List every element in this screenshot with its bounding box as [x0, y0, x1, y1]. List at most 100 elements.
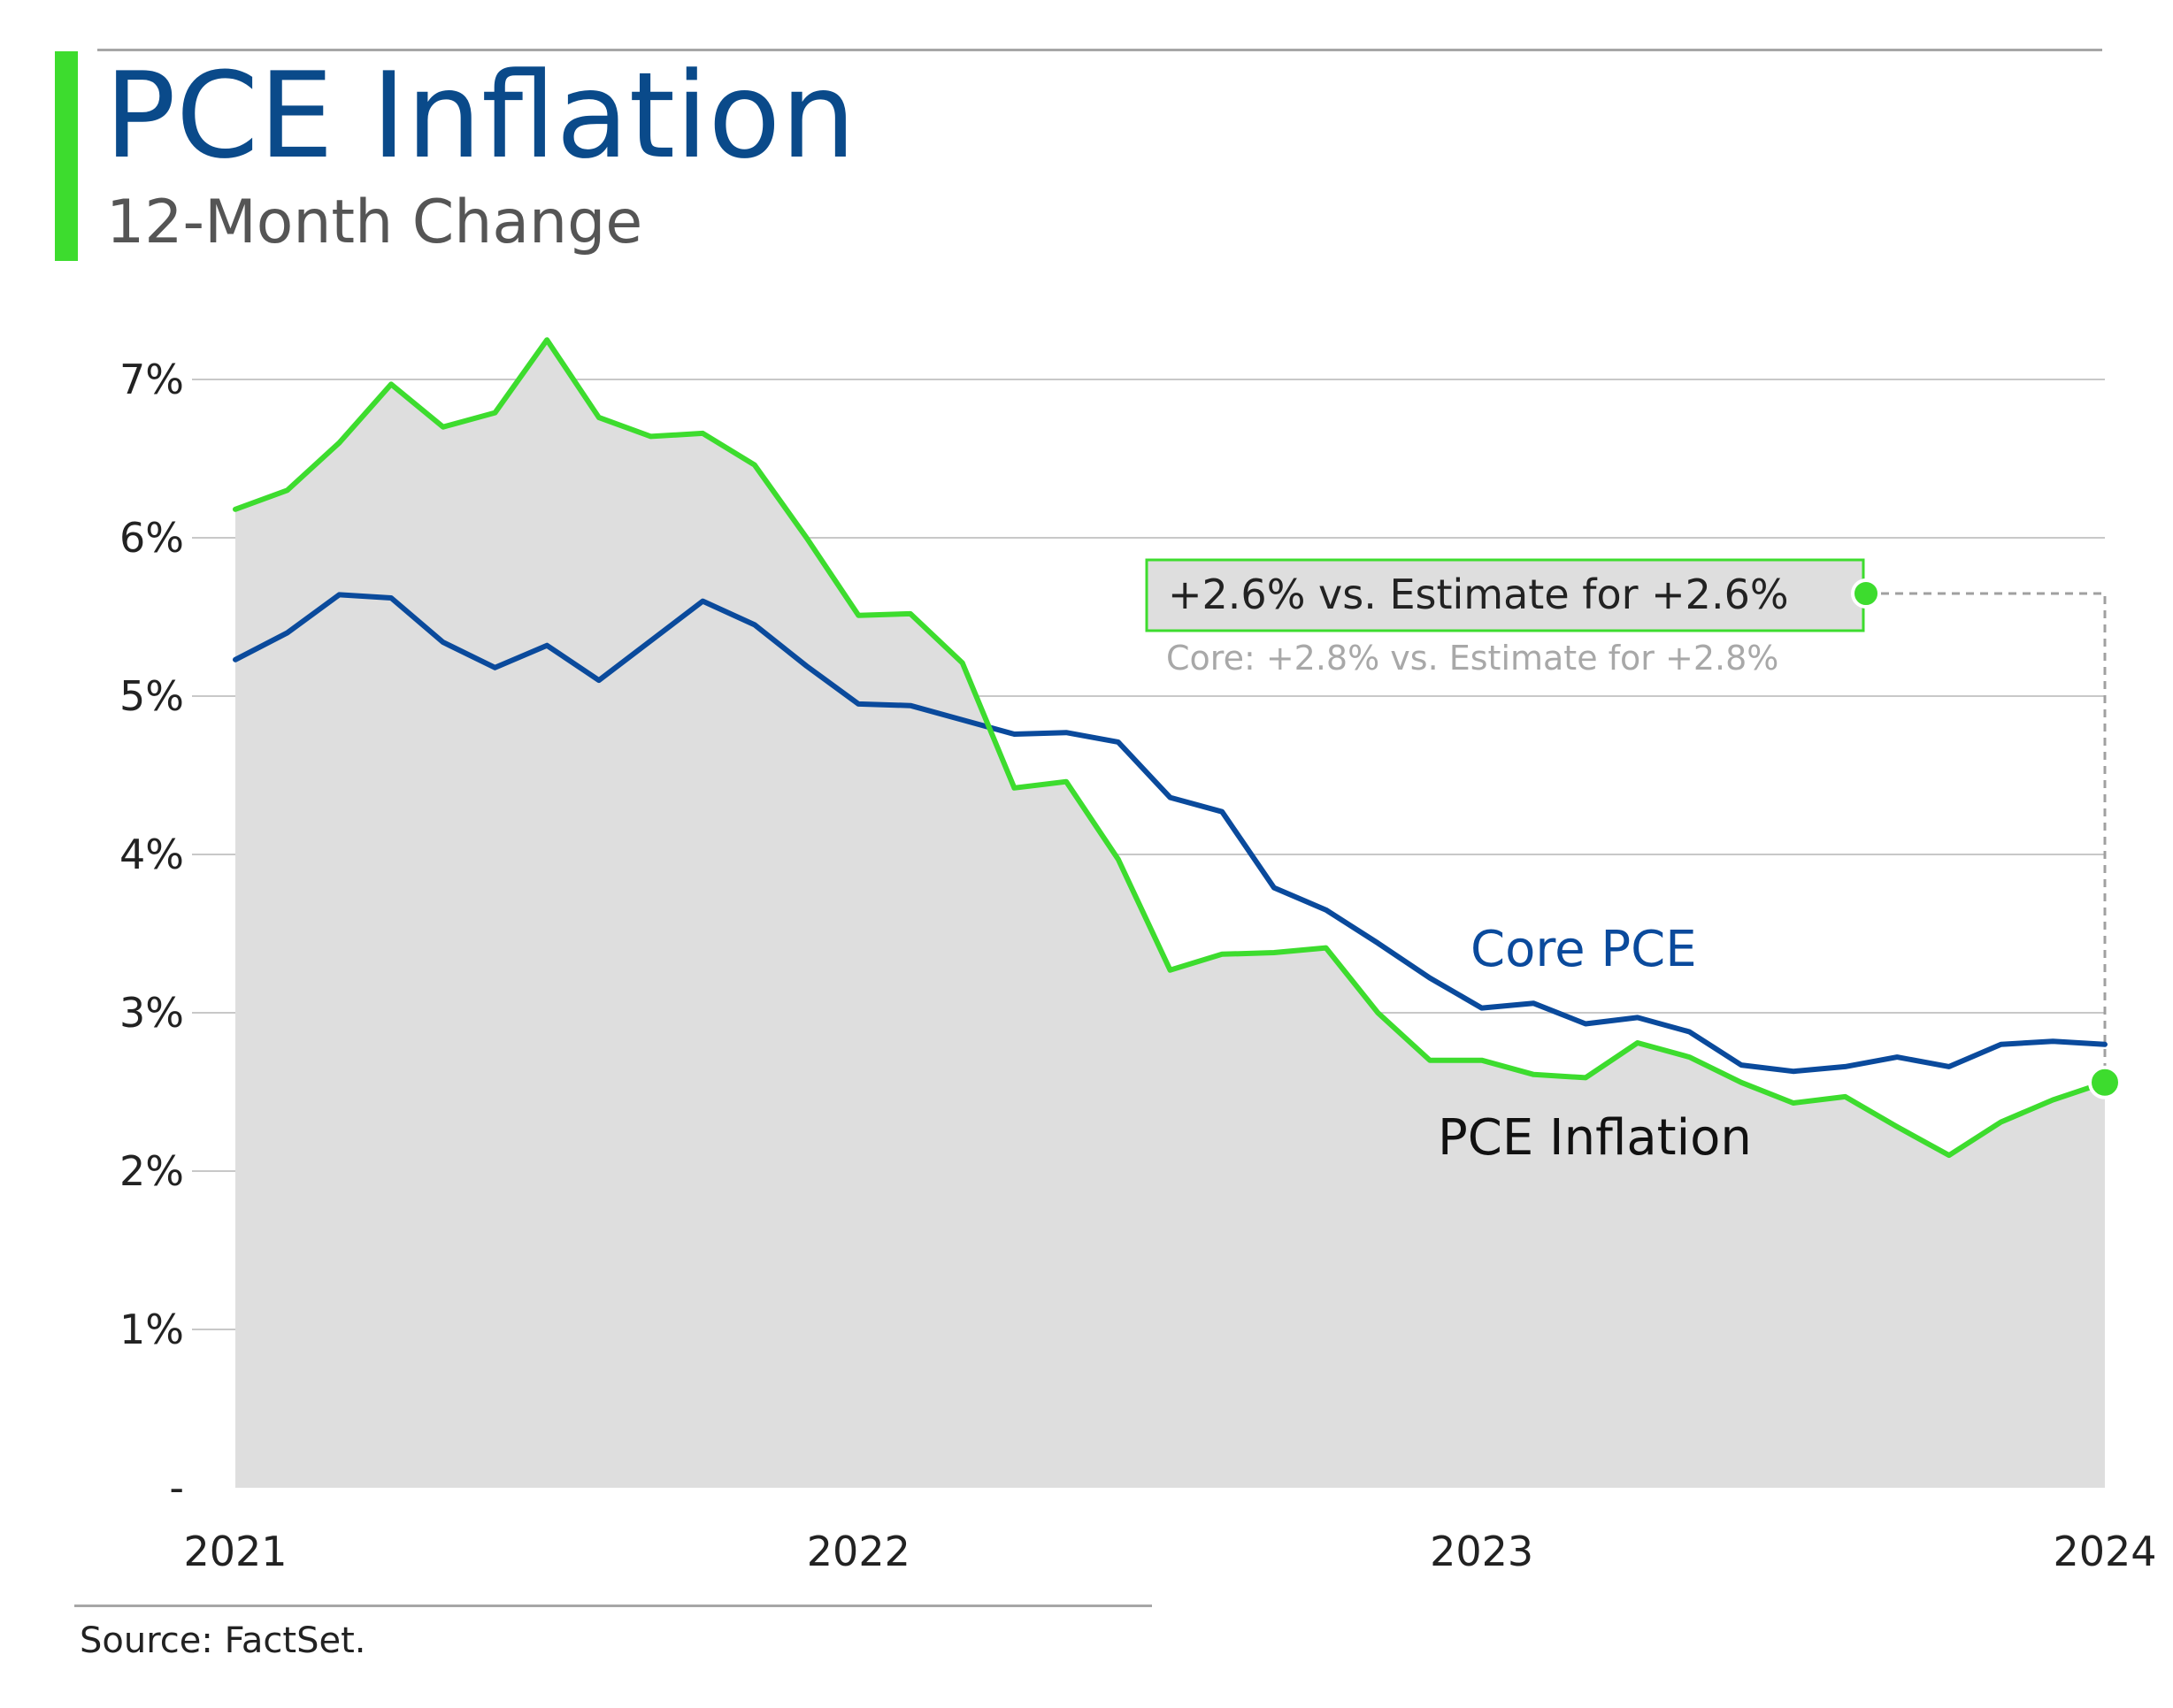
pce-data-point	[1168, 968, 1173, 973]
pce-area-fill	[235, 340, 2105, 1488]
pce-data-point	[544, 337, 549, 342]
title-accent-bar	[55, 51, 78, 261]
annotation-headline: +2.6% vs. Estimate for +2.6%	[1168, 571, 1789, 618]
core-pce-data-point	[1635, 1015, 1640, 1020]
source-rule	[74, 1605, 1152, 1607]
core-pce-data-point	[1739, 1062, 1744, 1068]
y-tick-label: 6%	[119, 514, 184, 562]
pce-data-point	[336, 440, 342, 446]
core-pce-data-point	[1583, 1022, 1588, 1027]
pce-data-point	[285, 487, 290, 493]
source-note: Source: FactSet.	[80, 1620, 366, 1661]
pce-data-point	[908, 611, 913, 617]
core-pce-data-point	[1324, 908, 1329, 913]
x-axis-ticks: 2021 2022 2023 2024	[183, 1528, 2156, 1575]
x-tick-label: 2023	[1430, 1528, 1533, 1575]
x-tick-label: 2021	[183, 1528, 287, 1575]
pce-data-point	[1116, 856, 1121, 862]
core-pce-label: Core PCE	[1470, 921, 1697, 978]
core-pce-data-point	[700, 599, 705, 604]
y-axis-ticks: - 1% 2% 3% 4% 5% 6% 7%	[119, 356, 184, 1512]
core-pce-data-point	[1843, 1064, 1848, 1069]
core-pce-data-point	[960, 717, 965, 723]
pce-data-point	[1999, 1120, 2004, 1125]
pce-data-point	[1686, 1054, 1692, 1060]
pce-latest-marker	[2088, 1065, 2122, 1099]
core-pce-data-point	[336, 592, 342, 597]
pce-data-point	[1324, 946, 1329, 951]
pce-data-point	[2050, 1097, 2055, 1102]
core-pce-data-point	[388, 595, 394, 601]
pce-data-point	[1739, 1080, 1744, 1085]
y-tick-label: 1%	[119, 1306, 184, 1353]
pce-data-point	[388, 381, 394, 387]
y-tick-label: 4%	[119, 831, 184, 878]
pce-data-point	[700, 431, 705, 436]
x-tick-label: 2022	[807, 1528, 910, 1575]
core-pce-data-point	[1116, 739, 1121, 745]
pce-data-point	[1946, 1153, 1952, 1158]
pce-data-point	[804, 535, 810, 540]
core-pce-data-point	[1791, 1068, 1796, 1074]
pce-data-point	[649, 433, 654, 439]
core-pce-data-point	[1894, 1054, 1900, 1060]
core-pce-data-point	[804, 663, 810, 669]
page-title: PCE Inflation	[104, 47, 856, 185]
core-pce-data-point	[1271, 885, 1277, 891]
pce-data-point	[1894, 1124, 1900, 1130]
y-tick-label: 7%	[119, 356, 184, 403]
pce-data-point	[960, 660, 965, 665]
core-pce-data-point	[2050, 1038, 2055, 1044]
core-pce-data-point	[908, 703, 913, 708]
pce-data-point	[233, 507, 238, 512]
annotation-marker	[1851, 578, 1881, 609]
pce-data-point	[752, 463, 757, 468]
pce-data-point	[1531, 1072, 1536, 1077]
core-pce-data-point	[1011, 731, 1017, 737]
pce-data-point	[596, 415, 602, 420]
core-pce-data-point	[649, 638, 654, 643]
pce-data-point	[1271, 950, 1277, 955]
y-tick-label: 3%	[119, 989, 184, 1037]
core-pce-data-point	[544, 643, 549, 648]
annotation-core-line: Core: +2.8% vs. Estimate for +2.8%	[1166, 639, 1778, 678]
pce-data-point	[1583, 1075, 1588, 1080]
core-pce-data-point	[1479, 1006, 1485, 1011]
x-tick-label: 2024	[2053, 1528, 2156, 1575]
page-subtitle: 12-Month Change	[106, 188, 643, 257]
pce-data-point	[1843, 1094, 1848, 1099]
core-pce-data-point	[1531, 1000, 1536, 1006]
y-tick-label: -	[169, 1464, 184, 1512]
core-pce-data-point	[1946, 1064, 1952, 1069]
pce-inflation-label: PCE Inflation	[1438, 1109, 1752, 1167]
pce-data-point	[1219, 952, 1225, 957]
y-tick-label: 5%	[119, 672, 184, 720]
core-pce-data-point	[596, 678, 602, 683]
core-pce-data-point	[752, 622, 757, 627]
y-tick-label: 2%	[119, 1147, 184, 1195]
pce-data-point	[856, 613, 861, 618]
core-pce-data-point	[441, 640, 446, 645]
pce-data-point	[1063, 779, 1069, 785]
core-pce-data-point	[1168, 795, 1173, 800]
pce-data-point	[1791, 1100, 1796, 1106]
core-pce-data-point	[1063, 730, 1069, 735]
core-pce-data-point	[856, 701, 861, 707]
pce-data-point	[1375, 1010, 1380, 1015]
pce-data-point	[1479, 1058, 1485, 1063]
core-pce-data-point	[2102, 1042, 2108, 1047]
pce-data-point	[1635, 1040, 1640, 1045]
core-pce-data-point	[1427, 976, 1432, 981]
pce-data-point	[441, 425, 446, 430]
core-pce-data-point	[1375, 940, 1380, 946]
core-pce-data-point	[1219, 809, 1225, 815]
top-rule	[97, 49, 2102, 51]
core-pce-data-point	[285, 630, 290, 635]
pce-data-point	[1427, 1058, 1432, 1063]
pce-inflation-series-line	[233, 337, 2108, 1159]
core-pce-data-point	[492, 665, 497, 670]
core-pce-data-point	[233, 657, 238, 663]
core-pce-series-line	[233, 592, 2108, 1075]
core-pce-data-point	[1999, 1042, 2004, 1047]
